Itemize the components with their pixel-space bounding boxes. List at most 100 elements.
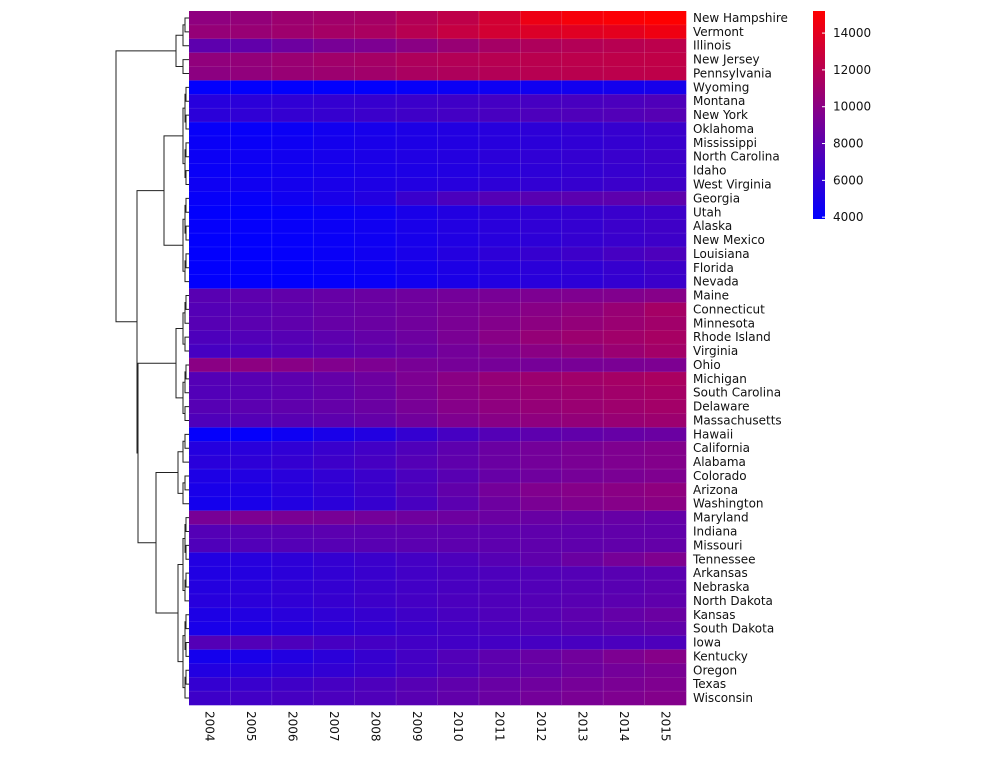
column-label: 2011: [493, 711, 507, 742]
dendrogram-link: [175, 328, 183, 399]
dendrogram-link: [175, 34, 183, 68]
heatmap-cell: [230, 288, 273, 303]
heatmap-cell: [271, 205, 314, 220]
heatmap-cell: [478, 635, 521, 650]
heatmap-cell: [437, 108, 480, 123]
heatmap-cell: [520, 66, 563, 81]
heatmap-cell: [396, 80, 438, 95]
heatmap-cell: [437, 496, 480, 511]
heatmap-cell: [271, 524, 314, 539]
heatmap-cell: [271, 496, 314, 511]
dendrogram-link: [185, 170, 189, 185]
heatmap-cell: [520, 302, 563, 317]
heatmap-cell: [478, 80, 521, 95]
row-label: Indiana: [693, 525, 737, 539]
heatmap-cell: [396, 24, 438, 40]
heatmap-cell: [230, 385, 273, 400]
row-label: Vermont: [693, 25, 744, 39]
heatmap-cell: [561, 11, 604, 26]
heatmap-cell: [189, 38, 231, 53]
heatmap-cell: [478, 11, 521, 26]
heatmap-cell: [644, 205, 687, 220]
heatmap-cell: [478, 482, 521, 498]
heatmap-cell: [230, 191, 273, 206]
row-label: Florida: [693, 261, 734, 275]
column-label: 2012: [534, 711, 548, 742]
row-label: Georgia: [693, 191, 740, 205]
heatmap-cell: [396, 177, 438, 192]
heatmap-cell: [478, 469, 521, 484]
heatmap-cell: [230, 205, 273, 220]
heatmap-cell: [561, 66, 604, 81]
heatmap-cell: [561, 524, 604, 539]
heatmap-cell: [603, 135, 645, 151]
heatmap-cell: [396, 649, 438, 664]
heatmap-cell: [644, 302, 687, 317]
heatmap-cell: [396, 413, 438, 428]
heatmap-cell: [354, 108, 397, 123]
heatmap-cell: [603, 66, 645, 81]
heatmap-cell: [354, 205, 397, 220]
heatmap-cell: [396, 566, 438, 581]
heatmap-cell: [189, 288, 231, 303]
heatmap-cell: [437, 482, 480, 498]
heatmap-cell: [437, 330, 480, 345]
heatmap-cell: [396, 302, 438, 317]
heatmap-cell: [189, 649, 231, 664]
heatmap-cell: [354, 621, 397, 636]
heatmap-cell: [230, 94, 273, 109]
heatmap-cell: [189, 441, 231, 456]
heatmap-cell: [396, 677, 438, 692]
heatmap-cell: [313, 677, 355, 692]
heatmap-cell: [230, 580, 273, 595]
heatmap-cell: [478, 496, 521, 511]
heatmap-cell: [189, 385, 231, 400]
heatmap-cell: [189, 677, 231, 692]
dendrogram-link: [182, 24, 189, 47]
heatmap-cell: [313, 580, 355, 595]
heatmap-cell: [437, 371, 480, 387]
heatmap-cell: [561, 316, 604, 331]
heatmap-cell: [644, 94, 687, 109]
heatmap-cell: [230, 38, 273, 53]
heatmap-cell: [644, 24, 687, 40]
heatmap-cell: [603, 371, 645, 387]
heatmap-cell: [644, 538, 687, 553]
heatmap-cell: [520, 482, 563, 498]
heatmap-cell: [520, 38, 563, 53]
heatmap-cell: [230, 635, 273, 650]
heatmap-cell: [271, 316, 314, 331]
heatmap-cell: [189, 191, 231, 206]
heatmap-cell: [354, 330, 397, 345]
heatmap-cell: [437, 524, 480, 539]
heatmap-cell: [561, 566, 604, 581]
heatmap-cell: [603, 496, 645, 511]
heatmap-cell: [396, 330, 438, 345]
heatmap-cell: [478, 621, 521, 636]
heatmap-cell: [437, 427, 480, 442]
heatmap-cell: [561, 691, 604, 706]
heatmap-cell: [230, 455, 273, 470]
heatmap-cell: [644, 260, 687, 276]
heatmap-cell: [230, 538, 273, 553]
heatmap-cell: [520, 316, 563, 331]
heatmap-cell: [478, 94, 521, 109]
heatmap-cell: [230, 260, 273, 276]
heatmap-cell: [271, 233, 314, 248]
heatmap-cell: [354, 302, 397, 317]
heatmap-cell: [313, 371, 355, 387]
heatmap-cell: [603, 413, 645, 428]
heatmap-cell: [230, 52, 273, 67]
heatmap-cell: [189, 566, 231, 581]
dendrogram-link: [182, 59, 189, 74]
heatmap-cell: [230, 566, 273, 581]
heatmap-cell: [603, 663, 645, 678]
heatmap-cell: [437, 288, 480, 303]
heatmap-cell: [396, 607, 438, 623]
heatmap-cell: [230, 649, 273, 664]
heatmap-cell: [561, 649, 604, 664]
heatmap-cell: [437, 66, 480, 81]
heatmap-cell: [561, 510, 604, 525]
heatmap-cell: [644, 233, 687, 248]
heatmap-cell: [603, 205, 645, 220]
